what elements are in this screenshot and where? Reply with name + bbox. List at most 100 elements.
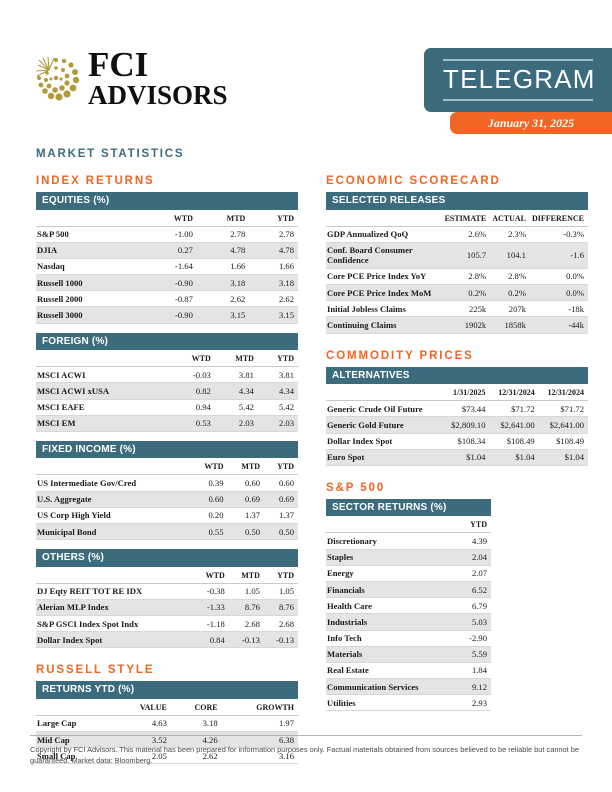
cell-wtd: -1.00 (143, 226, 197, 243)
row-label: MSCI EM (36, 415, 171, 432)
telegram-title-banner: TELEGRAM (424, 48, 612, 112)
band-foreign: FOREIGN (%) (36, 332, 298, 351)
band-fixed-income: FIXED INCOME (%) (36, 440, 298, 459)
table-row: Real Estate 1.84 (326, 662, 491, 680)
row-label: Dollar Index Spot (36, 631, 193, 649)
cell-prior: $108.49 (489, 433, 539, 450)
cell-actual: 207k (490, 300, 530, 318)
cell-estimate: 2.8% (442, 268, 491, 286)
cell-wtd: 0.84 (192, 631, 229, 649)
row-label: Dollar Index Spot (326, 433, 443, 450)
cell-ytd: 3.81 (257, 366, 298, 384)
table-sector-returns: YTD Discretionary 4.39 Staples 2.04 Energy… (326, 516, 491, 712)
cell-ytd: 6.52 (458, 581, 491, 599)
cell-ytd: 2.93 (458, 694, 491, 712)
row-label: MSCI ACWI (36, 366, 171, 384)
cell-wtd: 0.53 (170, 415, 215, 432)
row-label: Core PCE Price Index MoM (326, 284, 443, 302)
col-header: YTD (264, 458, 298, 476)
table-header-row: 1/31/2025 12/31/2024 12/31/2024 (326, 384, 588, 402)
row-label: U.S. Aggregate (36, 491, 191, 508)
table-header-row: YTD (326, 516, 491, 534)
table-row: Nasdaq -1.64 1.66 1.66 (36, 258, 298, 276)
cell-mtd: 2.68 (228, 615, 264, 633)
table-header-row: ESTIMATE ACTUAL DIFFERENCE (326, 209, 588, 227)
cell-mtd: 0.50 (227, 523, 265, 541)
report-date-banner: January 31, 2025 (450, 112, 612, 134)
table-row: Industrials 5.03 (326, 613, 491, 631)
report-date: January 31, 2025 (487, 115, 575, 130)
cell-actual: 104.1 (490, 242, 530, 269)
table-header-row: WTD MTD YTD (36, 566, 298, 584)
cell-estimate: 1902k (442, 316, 491, 334)
col-header: YTD (249, 209, 298, 227)
cell-mtd: 0.69 (227, 491, 265, 508)
cell-prior: $1.04 (489, 449, 539, 466)
table-row: Discretionary 4.39 (326, 532, 491, 550)
cell-ytd: 5.03 (458, 613, 491, 631)
row-label: Conf. Board Consumer Confidence (326, 242, 443, 269)
cell-ytd: 5.59 (458, 646, 491, 663)
cell-wtd: 0.55 (190, 523, 228, 541)
cell-actual: 2.3% (490, 226, 530, 243)
cell-wtd: 0.82 (170, 382, 215, 400)
col-header: MTD (228, 566, 264, 584)
cell-wtd: -1.64 (143, 258, 197, 276)
table-equities: WTD MTD YTD S&P 500 -1.00 2.78 2.78 DJIA 0.2… (36, 209, 298, 324)
cell-ytd: 2.07 (458, 565, 491, 582)
col-header (326, 209, 443, 227)
section-title-index-returns: INDEX RETURNS (36, 175, 155, 187)
table-row: S&P 500 -1.00 2.78 2.78 (36, 226, 298, 243)
cell-mtd: 1.66 (196, 258, 250, 276)
cell-ytd: 3.18 (249, 274, 298, 292)
cell-ytd: 9.12 (458, 678, 491, 696)
row-label: MSCI ACWI xUSA (36, 382, 171, 400)
row-label: Russell 2000 (36, 290, 144, 308)
row-label: Euro Spot (326, 449, 443, 466)
table-row: Conf. Board Consumer Confidence 105.7 104.… (326, 242, 588, 269)
cell-ytd: 4.78 (249, 242, 298, 259)
table-row: Energy 2.07 (326, 565, 491, 582)
table-header-row: WTD MTD YTD (36, 209, 298, 227)
col-header: VALUE (113, 698, 171, 716)
row-label: Info Tech (326, 630, 459, 647)
table-row: Generic Gold Future $2,809.10 $2,641.00 $2,… (326, 416, 588, 434)
row-label: Discretionary (326, 532, 459, 550)
table-row: Small Cap 2.05 2.62 3.16 (36, 747, 298, 765)
table-row: US Corp High Yield 0.20 1.37 1.37 (36, 507, 298, 524)
col-header (326, 384, 443, 402)
band-others: OTHERS (%) (36, 549, 298, 567)
table-row: Russell 3000 -0.90 3.15 3.15 (36, 306, 298, 324)
cell-ytd: 2.03 (257, 415, 298, 432)
cell-mtd: 1.05 (228, 583, 264, 600)
market-statistics-heading: MARKET STATISTICS (36, 148, 185, 160)
cell-mtd: 5.42 (214, 399, 258, 416)
logo-line-2: ADVISORS (88, 79, 228, 110)
table-header-row: WTD MTD YTD (36, 458, 298, 476)
cell-ytd: 3.15 (249, 306, 298, 324)
cell-mtd: 2.62 (196, 290, 250, 308)
table-row: S&P GSCI Index Spot Indx -1.18 2.68 2.68 (36, 615, 298, 633)
row-label: Alerian MLP Index (36, 599, 193, 617)
table-row: Dollar Index Spot 0.84 -0.13 -0.13 (36, 631, 298, 649)
right-column: ECONOMIC SCORECARD SELECTED RELEASES EST… (326, 175, 588, 712)
page-header: FCI ADVISORS TELEGRAM January 31, 2025 (0, 0, 612, 134)
col-header: 12/31/2024 (538, 384, 588, 402)
cell-current: $1.04 (442, 449, 490, 466)
col-header: ESTIMATE (442, 209, 491, 227)
cell-ytd: 2.68 (263, 615, 298, 633)
row-label: Russell 3000 (36, 306, 144, 324)
cell-ytd: 1.05 (263, 583, 298, 600)
table-row: Staples 2.04 (326, 549, 491, 566)
row-label: Core PCE Price Index YoY (326, 268, 443, 286)
table-row: Russell 2000 -0.87 2.62 2.62 (36, 290, 298, 308)
cell-wtd: 0.60 (190, 491, 228, 508)
cell-ytd: 0.50 (264, 523, 298, 541)
cell-estimate: 105.7 (442, 242, 491, 269)
cell-wtd: -0.03 (170, 366, 215, 384)
page-footer: Copyright by FCI Advisors. This material… (30, 735, 582, 767)
cell-mtd: 0.60 (227, 474, 265, 492)
row-label: US Corp High Yield (36, 507, 191, 524)
table-row: Info Tech -2.90 (326, 630, 491, 647)
cell-ytd: 0.60 (264, 474, 298, 492)
